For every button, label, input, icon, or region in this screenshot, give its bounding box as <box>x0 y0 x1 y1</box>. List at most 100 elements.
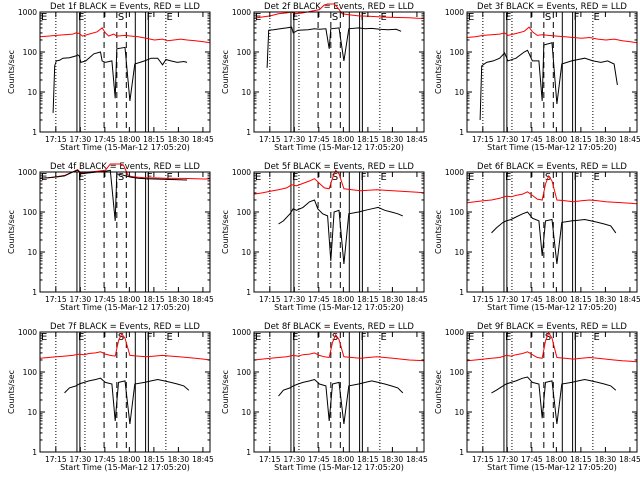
events-series-line <box>491 376 617 425</box>
x-tick-label: 17:30 <box>70 455 92 464</box>
y-tick-label: 1000 <box>232 168 251 177</box>
y-tick-label: 1 <box>459 448 464 457</box>
x-tick-label: 18:45 <box>406 455 428 464</box>
events-series-line <box>491 211 617 265</box>
y-axis-label: Counts/sec <box>434 50 443 94</box>
x-tick-label: 17:15 <box>472 135 494 144</box>
event-marker-E: E <box>292 172 298 183</box>
event-marker-E: E <box>505 332 511 343</box>
panel-title: Det 7f BLACK = Events, RED = LLD <box>50 322 200 332</box>
event-marker-S: S <box>118 12 124 23</box>
x-tick-label: 18:15 <box>357 455 379 464</box>
x-tick-label: 17:45 <box>308 455 330 464</box>
y-tick-label: 1000 <box>445 168 464 177</box>
panel-title: Det 3f BLACK = Events, RED = LLD <box>477 2 627 12</box>
event-marker-E: E <box>167 12 173 23</box>
y-tick-label: 1000 <box>18 328 37 337</box>
events-series-line <box>278 199 403 265</box>
y-axis-label: Counts/sec <box>221 370 230 414</box>
x-tick-label: 18:15 <box>357 135 379 144</box>
event-marker-S: S <box>332 172 338 183</box>
event-marker-E: E <box>167 172 173 183</box>
x-tick-label: 17:15 <box>259 455 281 464</box>
plot-frame <box>466 171 638 293</box>
lld-series-line <box>253 169 425 195</box>
event-marker-F: F <box>574 12 580 23</box>
x-tick-label: 18:00 <box>546 455 568 464</box>
x-tick-label: 18:00 <box>119 455 141 464</box>
event-marker-E: E <box>381 332 387 343</box>
x-tick-label: 18:45 <box>619 455 640 464</box>
x-tick-label: 18:00 <box>333 135 355 144</box>
x-tick-label: 18:45 <box>192 295 214 304</box>
x-tick-label: 18:30 <box>595 455 617 464</box>
x-tick-label: 18:30 <box>168 295 190 304</box>
event-marker-E: E <box>594 172 600 183</box>
x-tick-label: 18:15 <box>570 295 592 304</box>
x-tick-label: 18:30 <box>382 135 404 144</box>
y-tick-label: 100 <box>450 48 465 57</box>
x-tick-label: 17:45 <box>94 135 116 144</box>
x-tick-label: 17:15 <box>259 295 281 304</box>
x-tick-label: 17:30 <box>70 295 92 304</box>
x-tick-label: 17:45 <box>308 295 330 304</box>
y-tick-label: 100 <box>237 208 252 217</box>
plot-frame <box>39 171 211 293</box>
x-axis-label: Start Time (15-Mar-12 17:05:20) <box>274 143 404 152</box>
x-tick-label: 18:00 <box>333 295 355 304</box>
event-marker-E: E <box>78 332 84 343</box>
plot-frame <box>39 331 211 453</box>
x-tick-label: 17:30 <box>497 135 519 144</box>
y-axis-label: Counts/sec <box>434 210 443 254</box>
y-tick-label: 10 <box>241 408 251 417</box>
x-tick-label: 17:45 <box>94 295 116 304</box>
event-marker-S: S <box>545 12 551 23</box>
x-axis-label: Start Time (15-Mar-12 17:05:20) <box>487 143 617 152</box>
event-marker-E: E <box>292 332 298 343</box>
x-tick-label: 17:45 <box>521 455 543 464</box>
x-tick-label: 18:00 <box>119 135 141 144</box>
x-tick-label: 17:15 <box>45 295 67 304</box>
events-series-line <box>64 377 190 425</box>
event-marker-F: F <box>361 172 367 183</box>
x-tick-label: 18:00 <box>546 135 568 144</box>
x-tick-label: 18:45 <box>619 135 640 144</box>
y-tick-label: 100 <box>450 208 465 217</box>
y-axis-label: Counts/sec <box>434 370 443 414</box>
x-axis-label: Start Time (15-Mar-12 17:05:20) <box>60 143 190 152</box>
panel-title: Det 9f BLACK = Events, RED = LLD <box>477 322 627 332</box>
lld-series-line <box>39 332 211 361</box>
y-tick-label: 10 <box>27 408 37 417</box>
y-tick-label: 1000 <box>18 168 37 177</box>
y-tick-label: 10 <box>27 248 37 257</box>
y-tick-label: 10 <box>241 88 251 97</box>
x-tick-label: 18:45 <box>619 295 640 304</box>
y-axis-label: Counts/sec <box>7 370 16 414</box>
x-tick-label: 17:45 <box>521 135 543 144</box>
event-marker-E: E <box>78 12 84 23</box>
y-tick-label: 100 <box>450 368 465 377</box>
x-tick-label: 18:30 <box>595 295 617 304</box>
y-tick-label: 1000 <box>445 328 464 337</box>
events-series-line <box>479 42 618 121</box>
y-tick-label: 10 <box>454 408 464 417</box>
x-tick-label: 18:15 <box>143 135 165 144</box>
plot-frame <box>253 11 425 133</box>
x-tick-label: 18:15 <box>143 455 165 464</box>
y-tick-label: 100 <box>23 48 38 57</box>
event-marker-E: E <box>594 332 600 343</box>
y-tick-label: 1000 <box>232 328 251 337</box>
event-marker-F: F <box>361 12 367 23</box>
x-tick-label: 18:30 <box>168 455 190 464</box>
x-tick-label: 17:15 <box>472 455 494 464</box>
y-tick-label: 1 <box>32 288 37 297</box>
x-axis-label: Start Time (15-Mar-12 17:05:20) <box>274 303 404 312</box>
events-series-line <box>266 26 402 68</box>
y-tick-label: 10 <box>454 88 464 97</box>
x-tick-label: 17:30 <box>284 135 306 144</box>
x-tick-label: 17:15 <box>45 135 67 144</box>
